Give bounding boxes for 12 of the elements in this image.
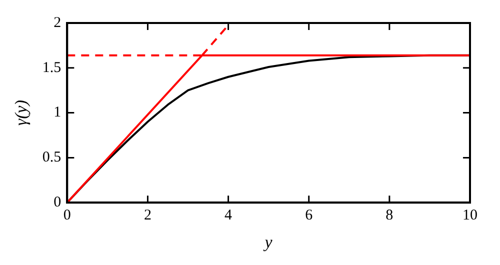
y-tick-label: 1 xyxy=(54,104,62,121)
x-tick-label: 8 xyxy=(386,208,394,224)
x-tick-label: 4 xyxy=(224,208,233,224)
y-tick-label: 1.5 xyxy=(42,60,62,76)
y-axis-title: γ(y) xyxy=(12,100,31,126)
x-tick-label: 2 xyxy=(144,208,152,224)
x-tick-label: 10 xyxy=(462,208,478,224)
y-tick-label: 2 xyxy=(54,14,62,31)
y-tick-label: 0.5 xyxy=(42,150,62,166)
x-tick-label: 6 xyxy=(305,208,314,224)
y-tick-label: 0 xyxy=(54,194,62,211)
x-axis-title: y xyxy=(262,232,273,252)
